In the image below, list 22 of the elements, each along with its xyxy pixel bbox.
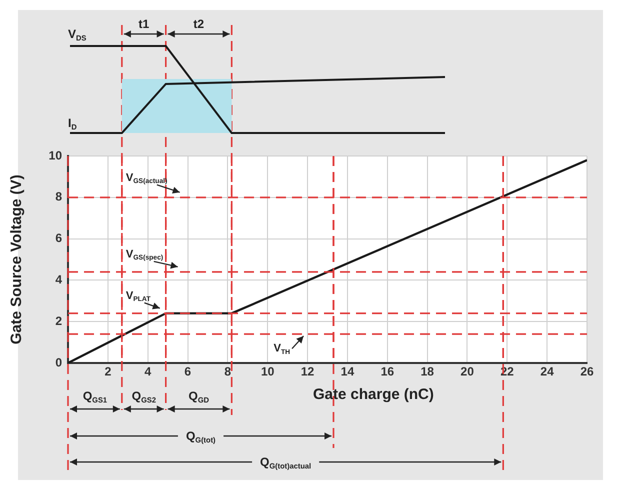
x-tick-label: 20 bbox=[460, 364, 474, 379]
x-axis-title: Gate charge (nC) bbox=[312, 386, 434, 404]
y-tick-label: 4 bbox=[55, 272, 62, 287]
y-tick-label: 6 bbox=[55, 231, 62, 246]
x-tick-label: 14 bbox=[340, 364, 354, 379]
x-tick-label: 18 bbox=[420, 364, 434, 379]
x-tick-label: 24 bbox=[540, 364, 554, 379]
x-tick-label: 16 bbox=[380, 364, 394, 379]
x-tick-label: 8 bbox=[224, 364, 232, 379]
x-tick-label: 12 bbox=[300, 364, 315, 379]
y-axis-title: Gate Source Voltage (V) bbox=[8, 174, 26, 344]
x-tick-label: 26 bbox=[580, 364, 594, 379]
text: t1 bbox=[138, 17, 150, 31]
x-tick-label: 2 bbox=[104, 364, 112, 379]
y-tick-label: 8 bbox=[55, 190, 62, 204]
text: t2 bbox=[193, 17, 204, 31]
x-tick-label: 4 bbox=[144, 364, 152, 379]
x-tick-label: 6 bbox=[184, 364, 192, 379]
y-tick-label: 0 bbox=[55, 355, 62, 370]
y-tick-label: 10 bbox=[48, 148, 62, 162]
y-tick-label: 2 bbox=[55, 314, 62, 328]
x-tick-label: 10 bbox=[260, 364, 275, 379]
